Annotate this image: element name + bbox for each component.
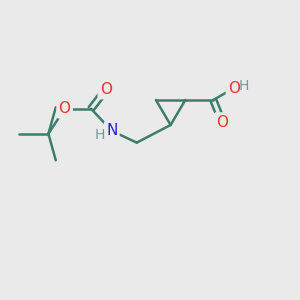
Text: O: O bbox=[58, 101, 70, 116]
Text: O: O bbox=[228, 81, 240, 96]
Text: N: N bbox=[106, 123, 117, 138]
Text: H: H bbox=[238, 79, 248, 93]
Text: H: H bbox=[95, 128, 105, 142]
Text: O: O bbox=[216, 115, 228, 130]
Text: O: O bbox=[100, 82, 112, 97]
